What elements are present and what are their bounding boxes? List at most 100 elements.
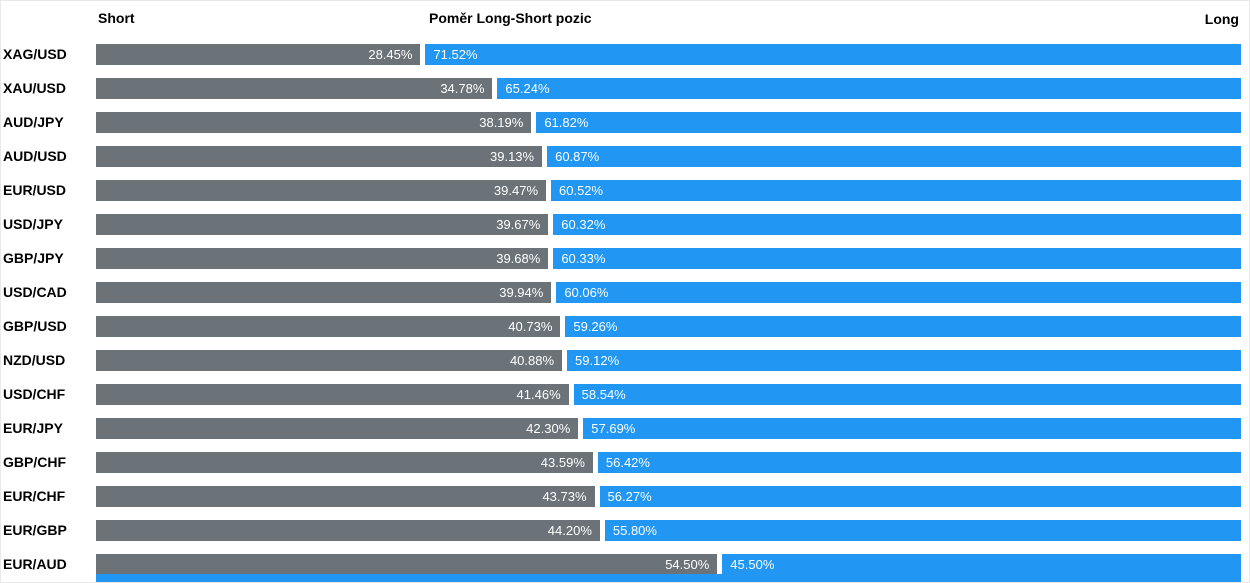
short-value: 43.73%	[542, 488, 587, 504]
long-bar: 71.52%	[425, 43, 1241, 65]
long-bar: 60.52%	[551, 179, 1241, 201]
short-value: 28.45%	[368, 46, 413, 62]
bar-pair: 54.50% 45.50%	[96, 553, 1241, 575]
long-bar: 56.27%	[599, 485, 1241, 507]
long-value: 45.50%	[730, 556, 775, 572]
chart-row: EUR/USD 39.47% 60.52%	[1, 173, 1241, 207]
short-bar: 41.46%	[96, 383, 569, 405]
long-value: 59.12%	[575, 352, 620, 368]
long-bar: 59.26%	[565, 315, 1241, 337]
long-column-header: Long	[1204, 11, 1239, 27]
bar-pair: 43.59% 56.42%	[96, 451, 1241, 473]
chart-row: XAU/USD 34.78% 65.24%	[1, 71, 1241, 105]
short-value: 38.19%	[479, 114, 524, 130]
long-value: 56.42%	[605, 454, 650, 470]
short-bar: 39.67%	[96, 213, 549, 235]
long-bar: 60.32%	[553, 213, 1241, 235]
bar-pair: 39.13% 60.87%	[96, 145, 1241, 167]
long-bar: 45.50%	[722, 553, 1241, 575]
pair-label: USD/CAD	[3, 284, 67, 300]
short-value: 34.78%	[440, 80, 485, 96]
long-bar: 58.54%	[573, 383, 1241, 405]
partial-next-row-bar	[96, 574, 1241, 582]
bar-pair: 39.68% 60.33%	[96, 247, 1241, 269]
short-bar: 44.20%	[96, 519, 600, 541]
pair-label: EUR/JPY	[3, 420, 63, 436]
long-value: 60.87%	[555, 148, 600, 164]
long-bar: 57.69%	[583, 417, 1241, 439]
short-value: 39.67%	[496, 216, 541, 232]
bar-pair: 43.73% 56.27%	[96, 485, 1241, 507]
long-bar: 59.12%	[567, 349, 1241, 371]
bar-pair: 39.94% 60.06%	[96, 281, 1241, 303]
long-bar: 60.06%	[556, 281, 1241, 303]
chart-row: USD/CHF 41.46% 58.54%	[1, 377, 1241, 411]
chart-row: EUR/JPY 42.30% 57.69%	[1, 411, 1241, 445]
short-value: 39.94%	[499, 284, 544, 300]
pair-label: EUR/AUD	[3, 556, 67, 572]
short-value: 44.20%	[547, 522, 592, 538]
bar-pair: 42.30% 57.69%	[96, 417, 1241, 439]
short-value: 41.46%	[516, 386, 561, 402]
long-value: 61.82%	[544, 114, 589, 130]
long-bar: 65.24%	[497, 77, 1241, 99]
pair-label: GBP/JPY	[3, 250, 64, 266]
long-bar: 60.33%	[553, 247, 1241, 269]
chart-row: XAG/USD 28.45% 71.52%	[1, 37, 1241, 71]
short-bar: 40.88%	[96, 349, 563, 371]
short-column-header: Short	[98, 10, 135, 26]
long-value: 60.52%	[559, 182, 604, 198]
pair-label: EUR/CHF	[3, 488, 66, 504]
bar-pair: 34.78% 65.24%	[96, 77, 1241, 99]
long-bar: 55.80%	[604, 519, 1241, 541]
pair-label: EUR/GBP	[3, 522, 67, 538]
long-value: 65.24%	[505, 80, 550, 96]
chart-row: GBP/CHF 43.59% 56.42%	[1, 445, 1241, 479]
long-value: 56.27%	[607, 488, 652, 504]
short-bar: 39.13%	[96, 145, 543, 167]
chart-row: EUR/GBP 44.20% 55.80%	[1, 513, 1241, 547]
short-value: 42.30%	[526, 420, 571, 436]
short-bar: 34.78%	[96, 77, 493, 99]
bar-pair: 28.45% 71.52%	[96, 43, 1241, 65]
short-bar: 39.68%	[96, 247, 549, 269]
long-bar: 61.82%	[536, 111, 1241, 133]
long-bar: 60.87%	[547, 145, 1241, 167]
bar-pair: 44.20% 55.80%	[96, 519, 1241, 541]
long-value: 57.69%	[591, 420, 636, 436]
pair-label: USD/CHF	[3, 386, 66, 402]
chart-row: AUD/JPY 38.19% 61.82%	[1, 105, 1241, 139]
bar-pair: 40.88% 59.12%	[96, 349, 1241, 371]
bar-pair: 40.73% 59.26%	[96, 315, 1241, 337]
short-value: 39.68%	[496, 250, 541, 266]
short-value: 39.13%	[490, 148, 535, 164]
chart-row: NZD/USD 40.88% 59.12%	[1, 343, 1241, 377]
pair-label: NZD/USD	[3, 352, 66, 368]
long-value: 59.26%	[573, 318, 618, 334]
short-bar: 54.50%	[96, 553, 718, 575]
long-value: 60.06%	[564, 284, 609, 300]
long-value: 60.33%	[561, 250, 606, 266]
short-bar: 28.45%	[96, 43, 421, 65]
pair-label: GBP/USD	[3, 318, 67, 334]
chart-row: EUR/AUD 54.50% 45.50%	[1, 547, 1241, 581]
short-bar: 38.19%	[96, 111, 532, 133]
long-value: 60.32%	[561, 216, 606, 232]
short-bar: 43.59%	[96, 451, 593, 473]
chart-row: GBP/JPY 39.68% 60.33%	[1, 241, 1241, 275]
pair-label: AUD/USD	[3, 148, 67, 164]
short-value: 54.50%	[665, 556, 710, 572]
chart-header: Short Poměr Long-Short pozic Long	[1, 1, 1249, 37]
pair-label: USD/JPY	[3, 216, 63, 232]
long-value: 71.52%	[433, 46, 478, 62]
long-value: 55.80%	[612, 522, 657, 538]
chart-row: USD/CAD 39.94% 60.06%	[1, 275, 1241, 309]
bar-pair: 39.47% 60.52%	[96, 179, 1241, 201]
bar-pair: 38.19% 61.82%	[96, 111, 1241, 133]
short-value: 43.59%	[540, 454, 585, 470]
chart-row: AUD/USD 39.13% 60.87%	[1, 139, 1241, 173]
short-bar: 39.47%	[96, 179, 546, 201]
short-bar: 43.73%	[96, 485, 595, 507]
chart-row: USD/JPY 39.67% 60.32%	[1, 207, 1241, 241]
